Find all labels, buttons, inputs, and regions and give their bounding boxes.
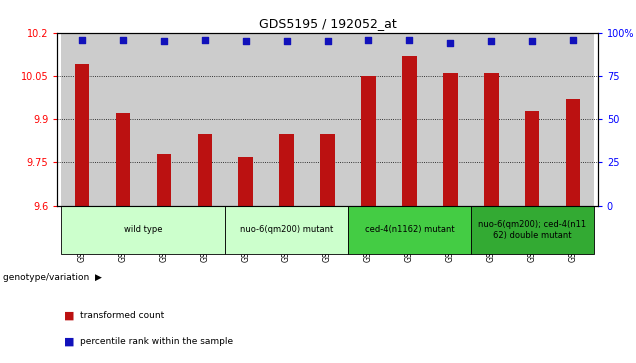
Point <box>118 37 128 42</box>
Point <box>527 38 537 44</box>
Point <box>568 37 578 42</box>
Bar <box>198 134 212 206</box>
Bar <box>553 33 594 206</box>
Bar <box>348 33 389 206</box>
Bar <box>184 33 225 206</box>
Bar <box>238 157 252 206</box>
Text: genotype/variation  ▶: genotype/variation ▶ <box>3 273 102 282</box>
Bar <box>389 33 430 206</box>
Text: nuo-6(qm200) mutant: nuo-6(qm200) mutant <box>240 225 333 234</box>
Title: GDS5195 / 192052_at: GDS5195 / 192052_at <box>259 17 396 30</box>
Text: ced-4(n1162) mutant: ced-4(n1162) mutant <box>364 225 454 234</box>
Point <box>363 37 373 42</box>
Text: percentile rank within the sample: percentile rank within the sample <box>80 337 233 346</box>
Bar <box>279 134 294 206</box>
Bar <box>225 33 266 206</box>
Point <box>445 40 455 46</box>
Bar <box>430 33 471 206</box>
Bar <box>102 33 143 206</box>
Bar <box>156 154 171 206</box>
Bar <box>61 33 102 206</box>
Bar <box>361 76 376 206</box>
Text: ■: ■ <box>64 311 74 321</box>
Bar <box>348 206 471 254</box>
Bar <box>225 206 348 254</box>
Bar <box>116 113 130 206</box>
Bar <box>143 33 184 206</box>
Point <box>77 37 87 42</box>
Text: transformed count: transformed count <box>80 311 163 320</box>
Bar <box>566 99 581 206</box>
Point <box>404 37 415 42</box>
Bar <box>525 110 539 206</box>
Bar <box>403 56 417 206</box>
Text: nuo-6(qm200); ced-4(n11
62) double mutant: nuo-6(qm200); ced-4(n11 62) double mutan… <box>478 220 586 240</box>
Bar <box>61 206 225 254</box>
Point <box>158 38 169 44</box>
Point <box>200 37 210 42</box>
Text: wild type: wild type <box>124 225 162 234</box>
Bar <box>512 33 553 206</box>
Bar <box>484 73 499 206</box>
Point <box>487 38 497 44</box>
Text: ■: ■ <box>64 336 74 346</box>
Bar <box>471 33 512 206</box>
Bar <box>266 33 307 206</box>
Bar <box>74 64 89 206</box>
Point <box>282 38 292 44</box>
Point <box>322 38 333 44</box>
Bar <box>307 33 348 206</box>
Bar <box>321 134 335 206</box>
Bar <box>443 73 457 206</box>
Bar <box>471 206 594 254</box>
Point <box>240 38 251 44</box>
